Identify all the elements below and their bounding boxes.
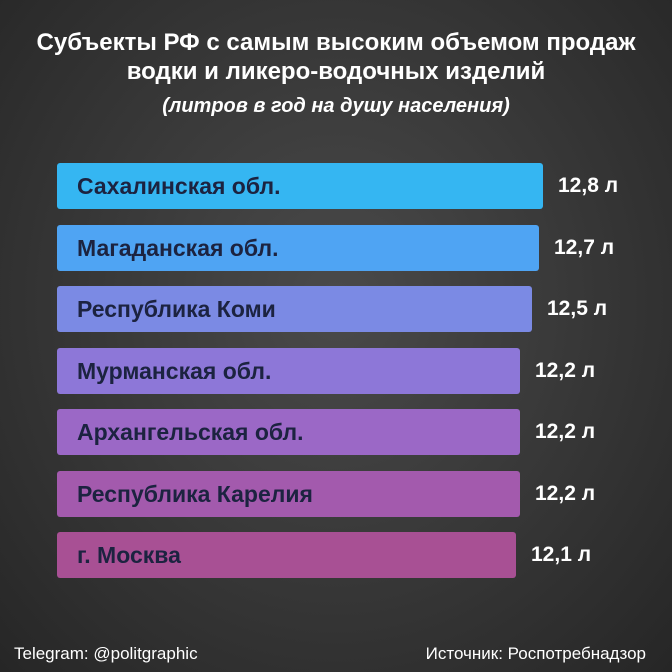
chart-title-line-2: водки и ликеро-водочных изделий bbox=[126, 58, 546, 85]
chart-subtitle: (литров в год на душу населения) bbox=[162, 95, 510, 117]
bar-value-label: 12,2 л bbox=[535, 420, 596, 443]
bar-label: Республика Коми bbox=[77, 295, 276, 322]
bar-value-label: 12,5 л bbox=[547, 297, 608, 320]
bar-value-label: 12,8 л bbox=[558, 174, 619, 197]
bar-label: Архангельская обл. bbox=[77, 418, 304, 445]
bar: Мурманская обл. bbox=[57, 348, 520, 394]
chart-title: Субъекты РФ с самым высоким объемом прод… bbox=[0, 28, 672, 86]
bar: Архангельская обл. bbox=[57, 409, 520, 455]
bar: Магаданская обл. bbox=[57, 225, 539, 271]
bar-label: Сахалинская обл. bbox=[77, 172, 281, 199]
bar-value-label: 12,2 л bbox=[535, 359, 596, 382]
bar: Сахалинская обл. bbox=[57, 163, 543, 209]
chart-title-line-1: Субъекты РФ с самым высоким объемом прод… bbox=[36, 29, 636, 56]
bar: г. Москва bbox=[57, 532, 516, 578]
bar-value-label: 12,7 л bbox=[554, 236, 615, 259]
bar: Республика Карелия bbox=[57, 471, 520, 517]
source-credit: Источник: Роспотребнадзор bbox=[425, 644, 646, 663]
telegram-credit: Telegram: @politgraphic bbox=[14, 644, 198, 663]
bar-label: г. Москва bbox=[77, 541, 181, 568]
bar-value-label: 12,2 л bbox=[535, 482, 596, 505]
bar: Республика Коми bbox=[57, 286, 532, 332]
bar-label: Магаданская обл. bbox=[77, 234, 279, 261]
bar-label: Республика Карелия bbox=[77, 480, 313, 507]
bar-label: Мурманская обл. bbox=[77, 357, 272, 384]
bar-value-label: 12,1 л bbox=[531, 543, 592, 566]
